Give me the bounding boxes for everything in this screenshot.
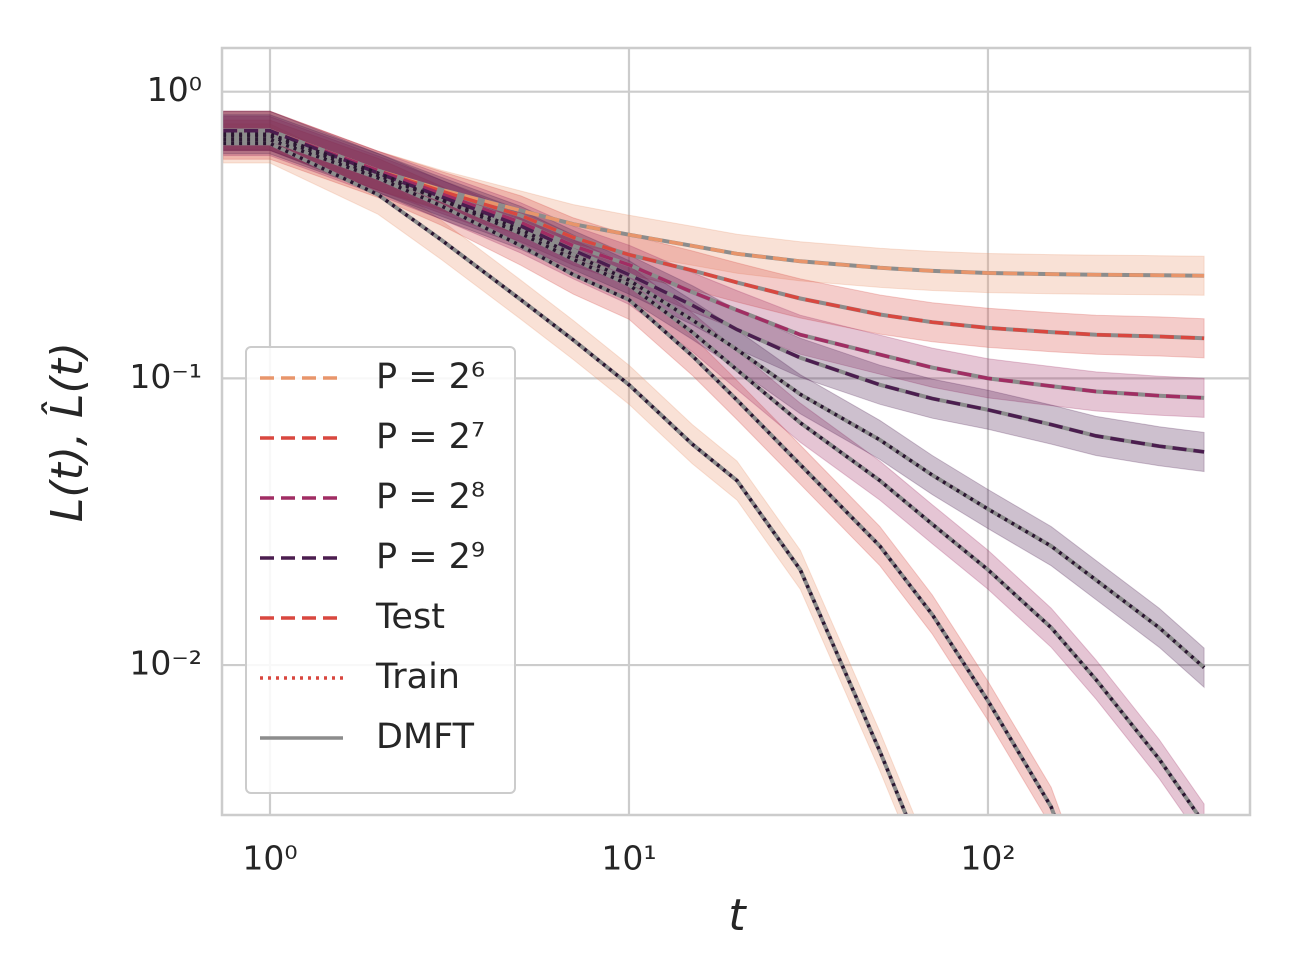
- legend-label: P = 2⁹: [376, 537, 485, 577]
- x-tick-label: 10¹: [601, 839, 656, 878]
- y-tick-label: 10⁻¹: [129, 357, 202, 396]
- y-axis-label: L(t), L̂(t): [40, 342, 93, 522]
- train-line: [223, 137, 1056, 815]
- test-line: [223, 129, 1205, 341]
- labels: 10⁰ 10¹ 10² 10⁻² 10⁻¹ 10⁰: [129, 70, 1015, 877]
- train-line: [223, 134, 1201, 815]
- axes-frame: [220, 46, 1252, 817]
- error-band: [222, 110, 1205, 418]
- y-tick-label: 10⁰: [147, 70, 202, 109]
- legend-label: P = 2⁷: [376, 417, 485, 457]
- legend-label: P = 2⁶: [376, 357, 485, 397]
- x-axis-label: t: [728, 890, 747, 941]
- test-line: [223, 129, 1205, 278]
- test-line: [223, 129, 1205, 454]
- train-line: [223, 132, 1206, 669]
- legend-label: Test: [375, 597, 445, 637]
- legend: P = 2⁶ P = 2⁷ P = 2⁸ P = 2⁹ Test Train DMFT: [245, 346, 516, 794]
- legend-label: DMFT: [376, 717, 475, 757]
- y-tick-label: 10⁻²: [129, 644, 202, 683]
- x-tick-label: 10²: [960, 839, 1015, 878]
- legend-label: Train: [375, 657, 460, 697]
- x-tick-label: 10⁰: [242, 839, 297, 878]
- marks: [222, 110, 1206, 815]
- test-line: [223, 129, 1205, 400]
- legend-box: [245, 346, 516, 794]
- error-band: [222, 123, 915, 815]
- train-line: [223, 141, 908, 815]
- legend-label: P = 2⁸: [376, 477, 485, 517]
